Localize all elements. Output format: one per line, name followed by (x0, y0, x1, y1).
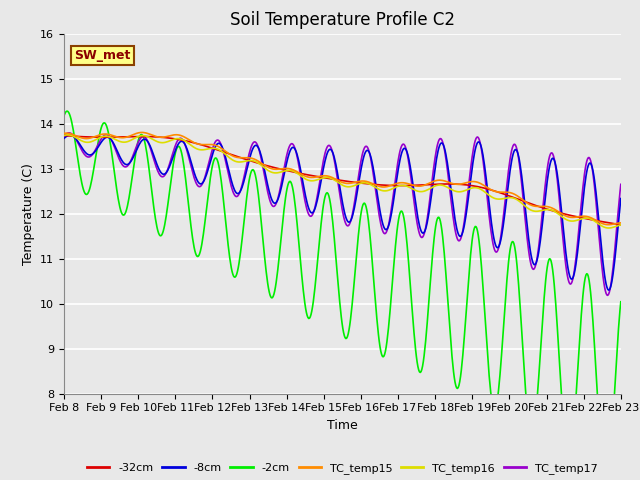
TC_temp16 (71, 134, 79, 140)
TC_temp16 (64, 132, 72, 138)
Line: TC_temp17: TC_temp17 (64, 133, 621, 295)
TC_temp16 (214, 146, 222, 152)
-32cm (426, 181, 434, 187)
TC_temp17 (65, 130, 72, 136)
-8cm (71, 135, 79, 141)
TC_temp17 (617, 181, 625, 187)
TC_temp17 (128, 155, 136, 161)
TC_temp15 (605, 222, 612, 228)
-2cm (617, 299, 625, 305)
TC_temp17 (428, 186, 435, 192)
-2cm (71, 137, 79, 143)
-2cm (428, 270, 435, 276)
-8cm (214, 141, 222, 146)
-8cm (67, 132, 74, 138)
Line: -2cm: -2cm (64, 111, 621, 480)
-32cm (617, 222, 625, 228)
-2cm (411, 339, 419, 345)
-32cm (127, 134, 135, 140)
TC_temp15 (138, 130, 146, 135)
-8cm (128, 156, 136, 162)
-8cm (605, 287, 612, 293)
TC_temp15 (617, 220, 625, 226)
TC_temp15 (185, 137, 193, 143)
TC_temp16 (428, 185, 435, 191)
TC_temp16 (617, 222, 625, 228)
TC_temp16 (60, 132, 68, 138)
-8cm (428, 195, 435, 201)
TC_temp17 (60, 133, 68, 139)
Title: Soil Temperature Profile C2: Soil Temperature Profile C2 (230, 11, 455, 29)
-2cm (214, 160, 222, 166)
Y-axis label: Temperature (C): Temperature (C) (22, 163, 35, 264)
Line: TC_temp16: TC_temp16 (64, 135, 621, 228)
Line: -8cm: -8cm (64, 135, 621, 290)
TC_temp17 (604, 292, 611, 298)
-2cm (63, 108, 71, 114)
X-axis label: Time: Time (327, 419, 358, 432)
TC_temp16 (411, 187, 419, 193)
Line: -32cm: -32cm (64, 135, 621, 225)
TC_temp17 (71, 134, 79, 140)
TC_temp15 (70, 132, 78, 138)
Legend: -32cm, -8cm, -2cm, TC_temp15, TC_temp16, TC_temp17: -32cm, -8cm, -2cm, TC_temp15, TC_temp16,… (83, 458, 602, 478)
TC_temp15 (127, 132, 135, 138)
-32cm (70, 133, 78, 139)
-32cm (60, 132, 68, 138)
-2cm (185, 204, 193, 209)
TC_temp17 (185, 154, 193, 160)
TC_temp15 (214, 144, 222, 149)
TC_temp17 (411, 205, 419, 211)
-8cm (617, 196, 625, 202)
TC_temp17 (214, 137, 222, 143)
-8cm (185, 151, 193, 157)
-2cm (128, 174, 136, 180)
-32cm (184, 138, 192, 144)
TC_temp16 (185, 141, 193, 146)
-8cm (411, 195, 419, 201)
-32cm (410, 182, 418, 188)
Line: TC_temp15: TC_temp15 (64, 132, 621, 225)
-32cm (214, 147, 221, 153)
-8cm (60, 135, 68, 141)
-2cm (60, 113, 68, 119)
TC_temp16 (128, 137, 136, 143)
Text: SW_met: SW_met (74, 49, 131, 62)
TC_temp16 (605, 225, 612, 231)
TC_temp15 (428, 180, 435, 185)
TC_temp15 (60, 131, 68, 136)
TC_temp15 (411, 183, 419, 189)
